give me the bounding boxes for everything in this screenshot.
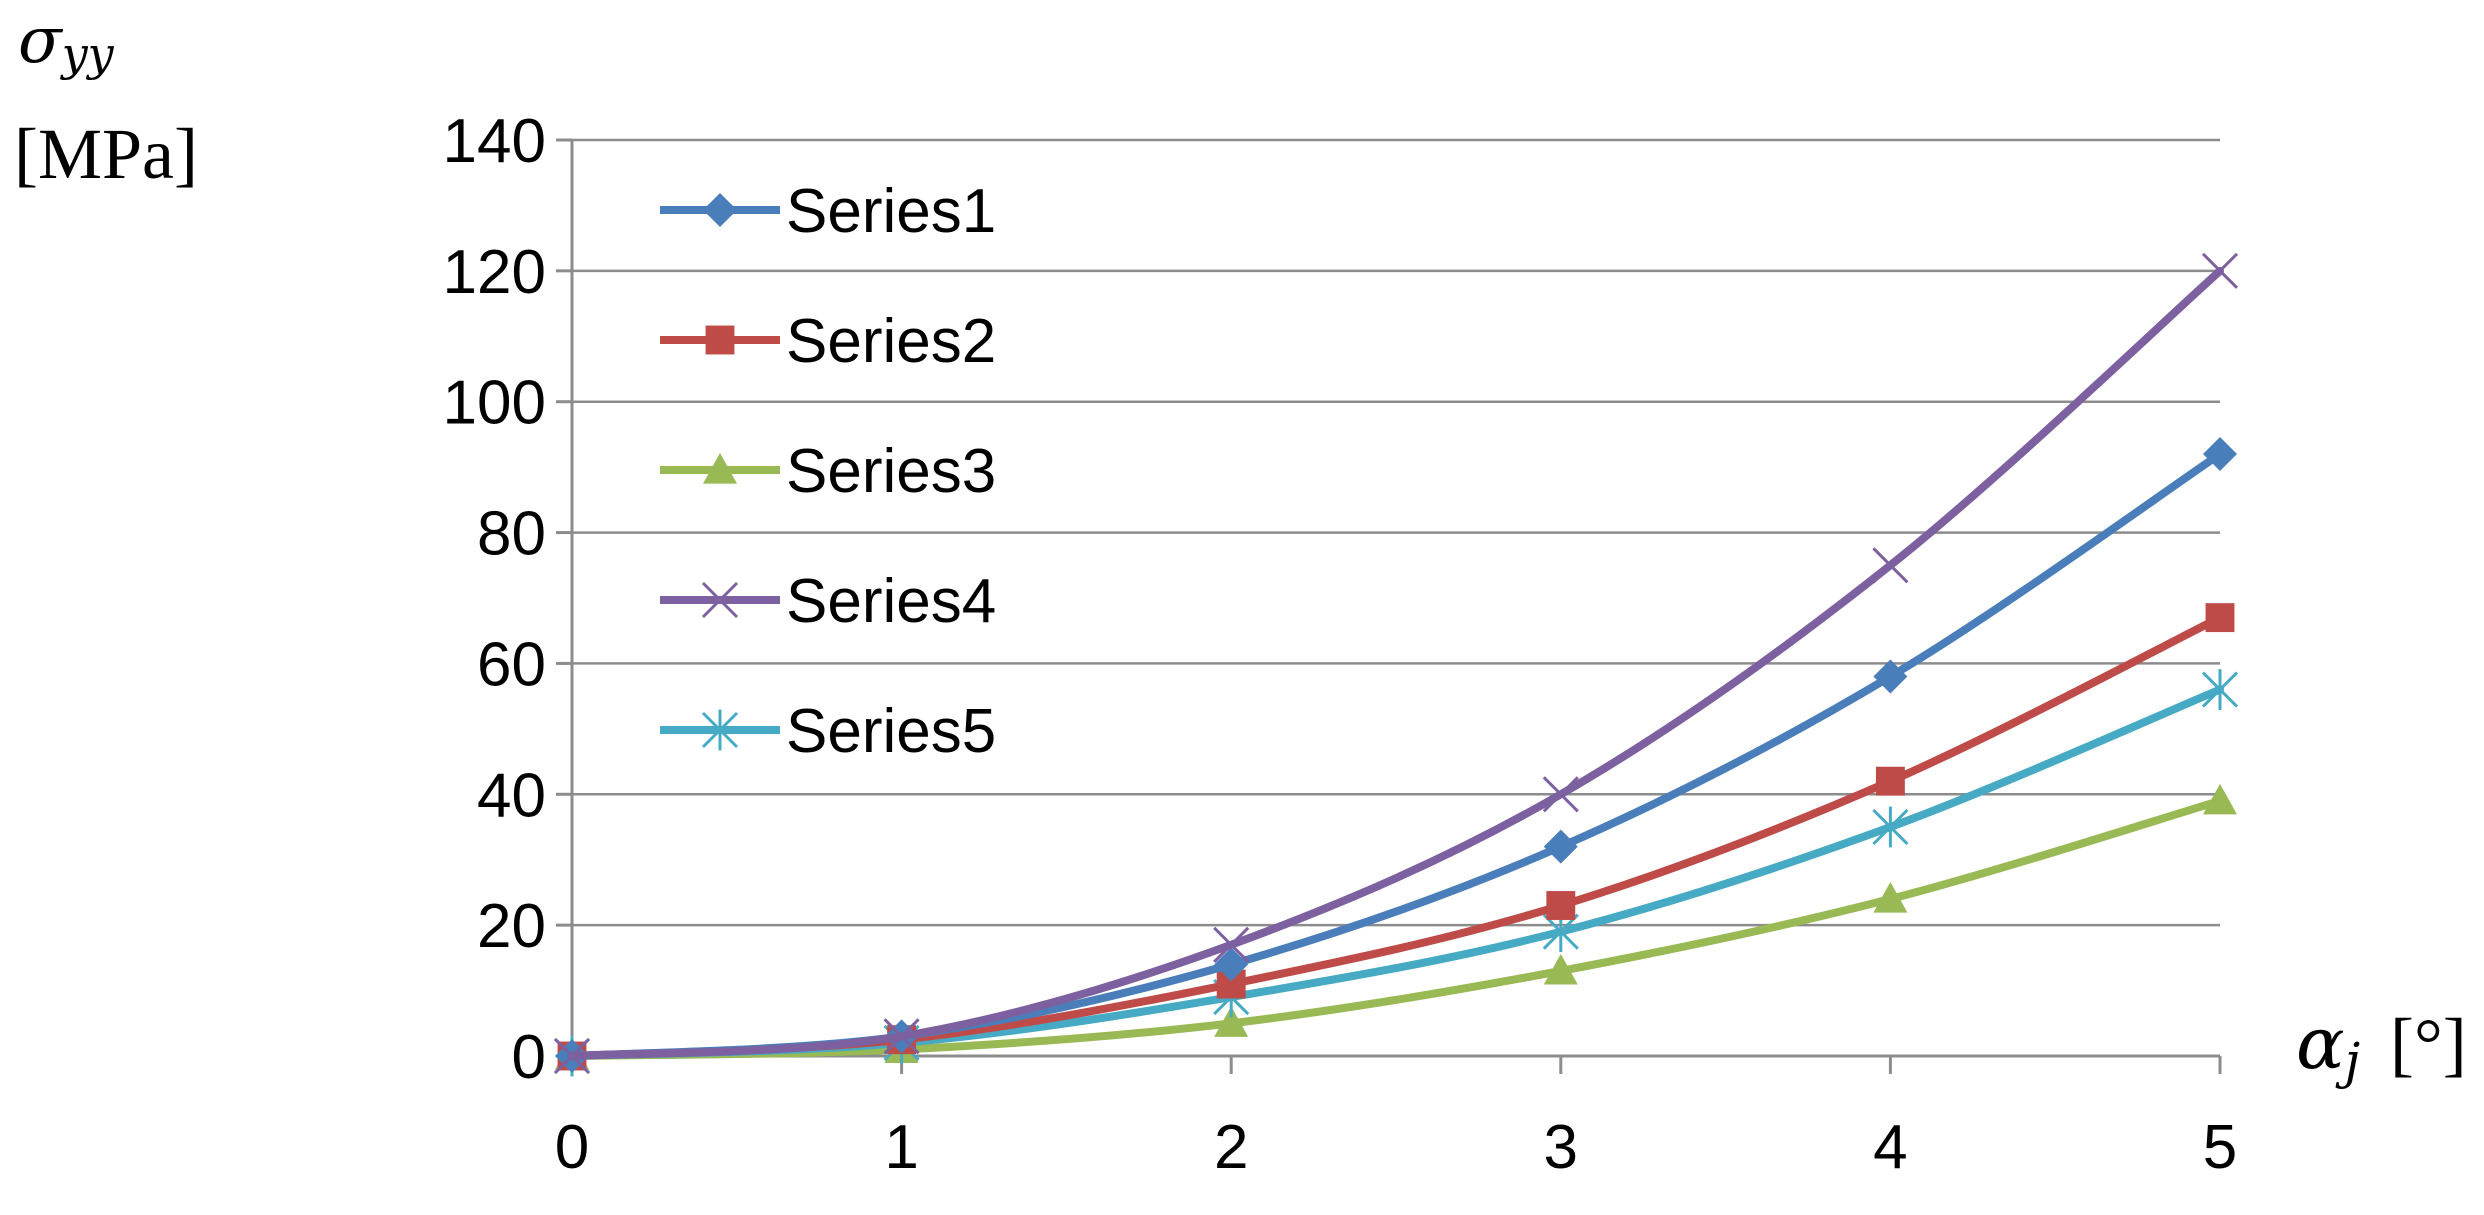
series-3-point-5 xyxy=(2203,783,2237,815)
y-tick-label-40: 40 xyxy=(477,761,546,830)
legend-label-4: Series4 xyxy=(786,567,996,636)
series-4-point-3 xyxy=(1542,776,1579,813)
y-tick-label-120: 120 xyxy=(443,238,546,307)
series-1-point-5 xyxy=(2203,437,2237,472)
series-4 xyxy=(553,252,2239,1075)
y-tick-label-20: 20 xyxy=(477,892,546,961)
legend-marker-3 xyxy=(703,453,737,484)
legend-marker-4 xyxy=(701,581,739,619)
series-4-line xyxy=(568,266,2224,1060)
legend-entry-1: Series1 xyxy=(660,177,996,246)
y-axis-title: σyy xyxy=(18,4,115,81)
legend-marker-4-stroke-b xyxy=(701,581,739,619)
series-2-point-3 xyxy=(1546,891,1576,920)
x-axis-symbol: α xyxy=(2296,1001,2345,1085)
y-axis-symbol: σ xyxy=(18,4,64,78)
legend-label-3: Series3 xyxy=(786,437,996,506)
series-4-point-4 xyxy=(1872,547,1909,584)
x-tick-label-3: 3 xyxy=(1544,1113,1578,1182)
y-tick-label-0: 0 xyxy=(512,1023,546,1092)
y-tick-label-60: 60 xyxy=(477,630,546,699)
x-axis-unit: [°] xyxy=(2390,1004,2467,1084)
series-1-point-2 xyxy=(1214,947,1249,982)
x-tick-label-0: 0 xyxy=(555,1113,589,1182)
series-3-point-4 xyxy=(1873,881,1908,913)
legend-label-2: Series2 xyxy=(786,307,996,376)
series-4-point-1-stroke-b xyxy=(883,1018,920,1055)
series-4-point-1 xyxy=(883,1018,920,1055)
series-4-point-4-stroke-b xyxy=(1872,547,1909,584)
series-4-point-0 xyxy=(553,1037,591,1075)
y-tick-label-100: 100 xyxy=(443,369,546,438)
axes: 0 20 40 60 80 100 120 140 0 1 2 3 4 5 xyxy=(443,107,2238,1182)
legend-entry-3: Series3 xyxy=(660,437,996,506)
legend-marker-5 xyxy=(701,709,739,751)
series-4-point-2-stroke-b xyxy=(1213,926,1250,963)
series-1-point-3 xyxy=(1543,829,1578,864)
series-2-point-5 xyxy=(2205,603,2235,633)
series-3-line xyxy=(568,796,2224,1060)
series-3-point-2 xyxy=(1214,1006,1249,1037)
x-tick-label-1: 1 xyxy=(884,1113,918,1182)
gridlines xyxy=(572,138,2220,927)
y-tick-label-140: 140 xyxy=(443,107,546,176)
series-1-point-4 xyxy=(1873,659,1908,694)
legend-label-1: Series1 xyxy=(786,177,996,246)
series-2-point-4 xyxy=(1875,766,1905,796)
legend-label-5: Series5 xyxy=(786,697,996,766)
series-3-point-3 xyxy=(1543,953,1578,985)
x-tick-label-2: 2 xyxy=(1214,1113,1248,1182)
series-4-point-2 xyxy=(1213,926,1250,963)
x-tick-label-4: 4 xyxy=(1873,1113,1907,1182)
legend: Series1 Series2 Series3 Series4 Series5 xyxy=(660,177,996,766)
series-4-point-5-stroke-b xyxy=(2201,252,2239,289)
series-5-point-4 xyxy=(1872,806,1909,848)
y-axis-subscript: yy xyxy=(60,27,115,81)
legend-marker-2 xyxy=(705,325,735,355)
series-5-point-5 xyxy=(2201,669,2239,710)
legend-marker-1 xyxy=(703,193,737,227)
y-tick-label-80: 80 xyxy=(477,500,546,569)
x-axis-title: αj xyxy=(2296,1001,2360,1090)
series-4-point-0-stroke-b xyxy=(553,1037,591,1075)
legend-entry-5: Series5 xyxy=(660,697,996,766)
y-axis-unit: [MPa] xyxy=(14,114,198,194)
legend-entry-2: Series2 xyxy=(660,307,996,376)
series-2-line xyxy=(568,613,2224,1060)
series-group xyxy=(553,252,2239,1077)
x-tick-label-5: 5 xyxy=(2203,1113,2237,1182)
series-3 xyxy=(555,783,2237,1070)
legend-entry-4: Series4 xyxy=(660,567,996,636)
series-4-point-3-stroke-b xyxy=(1542,776,1579,813)
series-4-point-5 xyxy=(2201,252,2239,289)
